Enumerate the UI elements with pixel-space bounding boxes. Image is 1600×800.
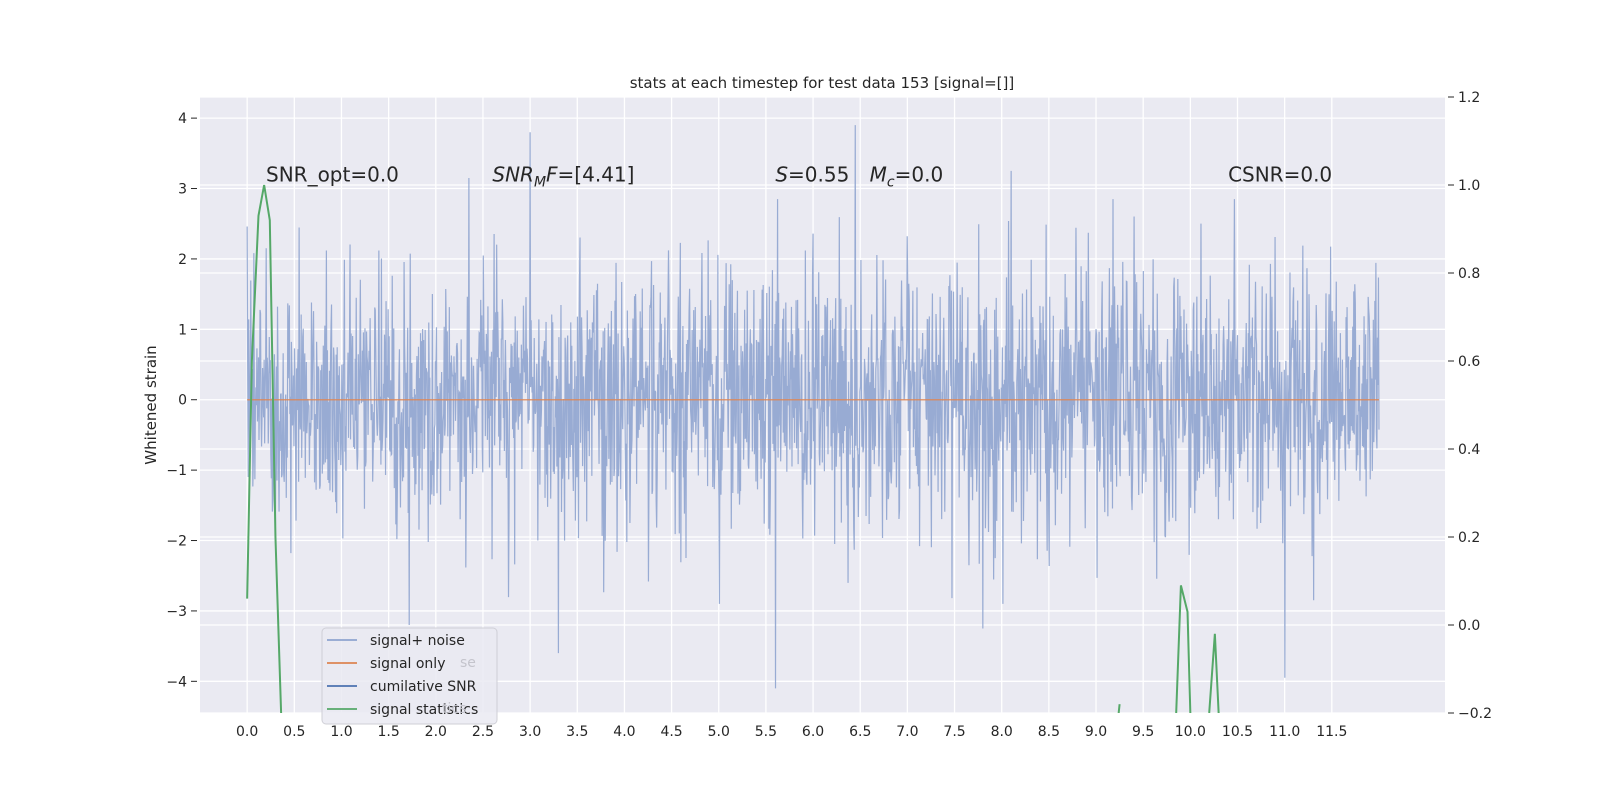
x-tick-label: 4.0	[613, 724, 635, 740]
y2-tick-label: 1.0	[1458, 178, 1480, 194]
y-tick-label: −2	[166, 534, 187, 550]
x-tick-label: 4.5	[660, 724, 682, 740]
legend-entry: cumilative SNR	[370, 679, 477, 695]
x-tick-label: 5.5	[755, 724, 777, 740]
y-tick-label: 0	[178, 393, 187, 409]
y-axis-label: Whitened strain	[142, 345, 160, 464]
y2-tick-label: 0.0	[1458, 618, 1480, 634]
series-signal-statistics	[1208, 633, 1220, 713]
legend-entry: signal statistics	[370, 702, 478, 718]
legend-entry: signal only	[370, 656, 445, 672]
x-tick-label: 3.5	[566, 724, 588, 740]
y2-tick-label: 0.2	[1458, 530, 1480, 546]
x-tick-label: 2.0	[425, 724, 447, 740]
y-tick-label: 3	[178, 182, 187, 198]
x-tick-label: 8.5	[1038, 724, 1060, 740]
x-tick-label: 11.0	[1269, 724, 1300, 740]
chart-title: stats at each timestep for test data 153…	[630, 74, 1015, 92]
annotations: SNR_opt=0.0 SNRMF=[4.41] S=0.55 Mc=0.0 CSNR=…	[266, 162, 1332, 190]
series-signal-noise	[246, 125, 1380, 689]
annotation-4: Mc=0.0	[870, 162, 944, 190]
axes: 0.0 0.5 1.0 1.5 2.0 2.5 3.0 3.5 4.0 4.5 5.0 5.5 6.0 6…	[166, 90, 1492, 740]
x-tick-label: 11.5	[1316, 724, 1347, 740]
y-tick-label: 2	[178, 252, 187, 268]
x-tick-label: 10.5	[1222, 724, 1253, 740]
legend-ghost-text: se	[460, 655, 476, 671]
x-tick-label: 9.5	[1132, 724, 1154, 740]
y-tick-label: −3	[166, 604, 187, 620]
y-tick-label: −4	[166, 674, 187, 690]
series-signal-statistics	[246, 184, 283, 713]
annotation-2: SNRMF=[4.41]	[492, 162, 634, 190]
annotation-5: CSNR=0.0	[1228, 162, 1332, 186]
y2-tick-label: 0.6	[1458, 354, 1480, 370]
x-tick-label: 7.0	[896, 724, 918, 740]
x-tick-label: 10.0	[1175, 724, 1206, 740]
y-tick-label: −1	[166, 463, 187, 479]
x-tick-label: 1.0	[330, 724, 352, 740]
x-tick-label: 5.0	[708, 724, 730, 740]
x-tick-label: 1.5	[378, 724, 400, 740]
series-signal-statistics	[1117, 704, 1121, 713]
legend[interactable]: signal+ noise signal only cumilative SNR si…	[321, 627, 498, 725]
data-layer	[246, 125, 1380, 713]
legend-entry: signal+ noise	[370, 633, 465, 649]
y-tick-label: 4	[178, 111, 187, 127]
x-tick-label: 8.0	[991, 724, 1013, 740]
x-tick-label: 3.0	[519, 724, 541, 740]
annotation-3: S=0.55	[775, 162, 849, 186]
y2-tick-label: −0.2	[1458, 706, 1492, 722]
legend-ghost-text: tics	[442, 701, 466, 717]
y2-tick-label: 1.2	[1458, 90, 1480, 106]
y-tick-label: 1	[178, 322, 187, 338]
x-tick-label: 2.5	[472, 724, 494, 740]
x-tick-label: 0.0	[236, 724, 258, 740]
y2-tick-label: 0.8	[1458, 266, 1480, 282]
x-tick-label: 0.5	[283, 724, 305, 740]
x-tick-label: 7.5	[943, 724, 965, 740]
x-tick-label: 6.0	[802, 724, 824, 740]
annotation-1: SNR_opt=0.0	[266, 162, 399, 186]
y2-tick-label: 0.4	[1458, 442, 1480, 458]
series-signal-statistics	[1175, 585, 1192, 713]
x-tick-label: 6.5	[849, 724, 871, 740]
x-tick-label: 9.0	[1085, 724, 1107, 740]
legend-box	[321, 627, 498, 725]
